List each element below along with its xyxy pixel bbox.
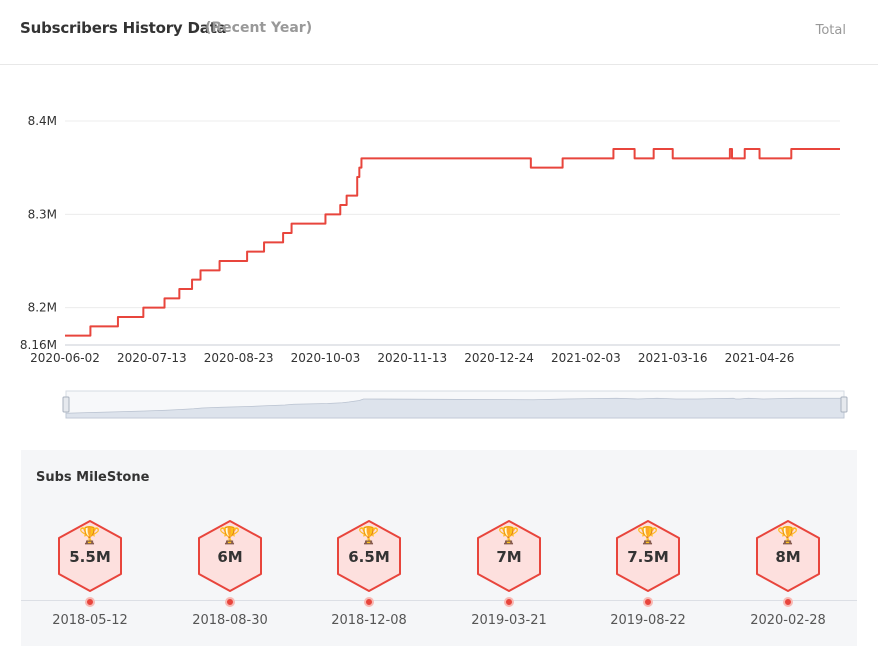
- milestone-value: 7.5M: [627, 548, 669, 566]
- total-toggle[interactable]: Total: [815, 23, 846, 38]
- trophy-icon: 🏆: [637, 526, 659, 546]
- trophy-icon: 🏆: [79, 526, 101, 546]
- milestone-item: 🏆 7M 2019-03-21: [439, 518, 579, 638]
- milestone-value: 7M: [496, 548, 522, 566]
- x-tick-label: 2020-08-23: [204, 351, 274, 365]
- zoom-slider-preview: [65, 397, 845, 419]
- milestone-title: Subs MileStone: [36, 470, 150, 485]
- timeline-dot: [783, 597, 793, 607]
- hexagon-badge-icon: [616, 520, 680, 592]
- hexagon-badge-icon: [477, 520, 541, 592]
- card-header: Subscribers History Data (Recent Year) T…: [0, 0, 878, 65]
- milestone-value: 6.5M: [348, 548, 390, 566]
- hexagon-badge-icon: [198, 520, 262, 592]
- milestone-date: 2018-08-30: [192, 613, 268, 628]
- x-tick-label: 2020-06-02: [30, 351, 100, 365]
- trophy-icon: 🏆: [219, 526, 241, 546]
- y-tick-label: 8.3M: [28, 207, 57, 221]
- milestone-timeline: [21, 600, 857, 601]
- x-tick-label: 2021-02-03: [551, 351, 621, 365]
- timeline-dot: [643, 597, 653, 607]
- milestone-item: 🏆 5.5M 2018-05-12: [20, 518, 160, 638]
- milestone-value: 8M: [775, 548, 801, 566]
- milestone-date: 2019-03-21: [471, 613, 547, 628]
- milestone-date: 2020-02-28: [750, 613, 826, 628]
- milestone-value: 6M: [217, 548, 243, 566]
- milestone-item: 🏆 6M 2018-08-30: [160, 518, 300, 638]
- x-tick-label: 2020-10-03: [291, 351, 361, 365]
- milestone-item: 🏆 7.5M 2019-08-22: [578, 518, 718, 638]
- milestone-item: 🏆 6.5M 2018-12-08: [299, 518, 439, 638]
- trophy-icon: 🏆: [358, 526, 380, 546]
- timeline-dot: [504, 597, 514, 607]
- y-tick-label: 8.16M: [20, 338, 57, 352]
- trophy-icon: 🏆: [498, 526, 520, 546]
- subscribers-line-chart: 8.16M 8.2M 8.3M 8.4M 2020-06-02 2020-07-13 202…: [20, 114, 848, 419]
- milestone-item: 🏆 8M 2020-02-28: [718, 518, 858, 638]
- subscribers-line: [65, 148, 840, 337]
- timeline-dot: [225, 597, 235, 607]
- page-title: Subscribers History Data: [20, 19, 227, 37]
- milestone-panel: Subs MileStone 🏆 5.5M 2018-05-12 🏆 6M 2018-08…: [21, 450, 857, 646]
- zoom-handle-left[interactable]: [62, 396, 70, 413]
- hexagon-badge-icon: [58, 520, 122, 592]
- milestone-date: 2018-12-08: [331, 613, 407, 628]
- milestone-date: 2018-05-12: [52, 613, 128, 628]
- y-tick-label: 8.4M: [28, 114, 57, 128]
- x-tick-label: 2020-11-13: [377, 351, 447, 365]
- hexagon-badge-icon: [756, 520, 820, 592]
- y-tick-label: 8.2M: [28, 301, 57, 315]
- trophy-icon: 🏆: [777, 526, 799, 546]
- timeline-dot: [85, 597, 95, 607]
- page-subtitle: (Recent Year): [205, 20, 313, 36]
- x-tick-label: 2020-12-24: [464, 351, 534, 365]
- x-tick-label: 2020-07-13: [117, 351, 187, 365]
- hexagon-badge-icon: [337, 520, 401, 592]
- milestone-value: 5.5M: [69, 548, 111, 566]
- timeline-dot: [364, 597, 374, 607]
- x-tick-label: 2021-04-26: [725, 351, 795, 365]
- milestone-date: 2019-08-22: [610, 613, 686, 628]
- zoom-handle-right[interactable]: [840, 396, 848, 413]
- x-tick-label: 2021-03-16: [638, 351, 708, 365]
